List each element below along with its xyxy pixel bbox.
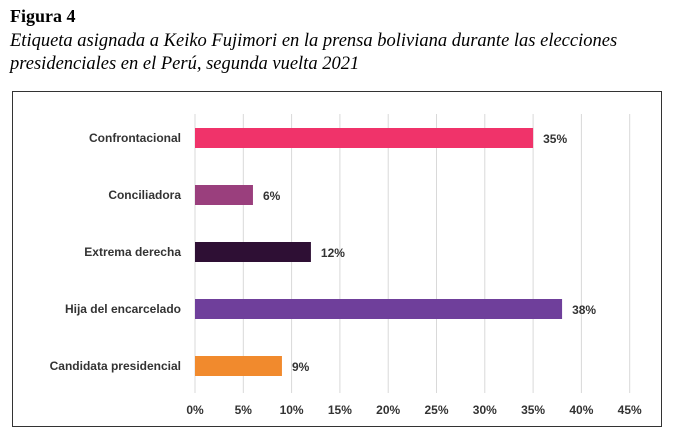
bar-chart: 0% 5% 10% 15% 20% 25% 30% 35% 40% 45% Confrontacio… [50,114,642,417]
x-tick-label: 45% [618,403,642,417]
bar [195,356,282,376]
category-label: Conciliadora [108,188,181,202]
category-label: Hija del encarcelado [65,302,181,316]
x-tick-label: 25% [424,403,448,417]
bar [195,242,311,262]
data-label: 38% [572,303,596,317]
chart-frame: 0% 5% 10% 15% 20% 25% 30% 35% 40% 45% Confrontacio… [12,91,662,427]
category-label: Candidata presidencial [50,359,181,373]
bar [195,299,563,319]
data-label: 12% [321,246,345,260]
data-label: 9% [292,360,310,374]
category-label: Extrema derecha [84,245,181,259]
bar [195,185,253,205]
data-label: 35% [543,132,567,146]
figure-caption: Etiqueta asignada a Keiko Fujimori en la… [10,31,618,74]
x-tick-label: 15% [328,403,352,417]
x-tick-label: 35% [521,403,545,417]
category-label: Confrontacional [89,131,181,145]
x-tick-label: 40% [569,403,593,417]
figure-label: Figura 4 [10,6,76,26]
x-tick-label: 0% [186,403,204,417]
bar [195,128,534,148]
x-tick-label: 5% [235,403,253,417]
x-tick-label: 20% [376,403,400,417]
data-label: 6% [263,189,281,203]
x-tick-label: 30% [473,403,497,417]
x-tick-label: 10% [280,403,304,417]
